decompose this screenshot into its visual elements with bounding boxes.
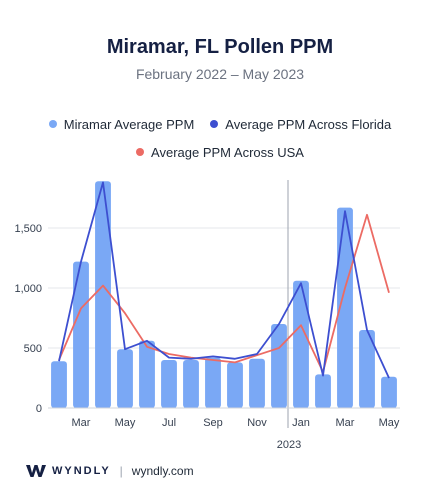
legend-label-miramar: Miramar Average PPM xyxy=(63,116,195,132)
bar-miramar xyxy=(73,261,89,408)
line-usa xyxy=(58,213,390,373)
x-tick-label: Nov xyxy=(247,417,267,429)
line-florida xyxy=(58,181,390,379)
bar-miramar xyxy=(293,280,309,408)
legend-item-florida[interactable]: Average PPM Across Florida xyxy=(210,117,391,132)
bar-miramar xyxy=(249,358,265,408)
chart-legend: Miramar Average PPM Average PPM Across F… xyxy=(0,114,440,170)
legend-swatch-usa xyxy=(136,148,145,156)
y-tick-label: 1,000 xyxy=(14,283,42,295)
bar-miramar xyxy=(95,181,111,408)
chart-title: Miramar, FL Pollen PPM xyxy=(106,36,334,58)
bar-miramar xyxy=(183,360,199,408)
legend-label-usa: Average PPM Across USA xyxy=(151,144,304,160)
x-tick-label: Mar xyxy=(72,417,91,429)
bar-miramar xyxy=(359,330,375,408)
x-tick-label: Mar xyxy=(336,417,355,429)
chart-subtitle: February 2022 – May 2023 xyxy=(135,66,305,82)
footer-separator: | xyxy=(119,464,123,478)
x-year-label: 2023 xyxy=(277,439,301,451)
y-tick-label: 500 xyxy=(24,343,42,355)
wyndly-logo-icon xyxy=(26,465,46,477)
legend-swatch-miramar xyxy=(48,120,57,128)
x-tick-label: Jan xyxy=(292,417,310,429)
y-tick-label: 1,500 xyxy=(14,223,42,235)
footer: WYNDLY | wyndly.com xyxy=(26,462,194,480)
y-tick-label: 0 xyxy=(36,403,42,415)
brand-name: WYNDLY xyxy=(52,465,111,477)
bar-miramar xyxy=(337,207,353,408)
legend-item-usa[interactable]: Average PPM Across USA xyxy=(136,145,304,160)
bar-miramar xyxy=(205,357,221,408)
bar-miramar xyxy=(227,362,243,408)
bar-miramar xyxy=(117,349,133,408)
footer-url[interactable]: wyndly.com xyxy=(131,464,194,478)
bar-miramar xyxy=(315,374,331,408)
x-tick-label: May xyxy=(115,417,136,429)
bar-miramar xyxy=(161,360,177,408)
x-tick-label: May xyxy=(379,417,400,429)
legend-item-miramar[interactable]: Miramar Average PPM xyxy=(48,116,195,132)
brand: WYNDLY xyxy=(26,464,111,478)
x-tick-label: Sep xyxy=(203,417,223,429)
legend-label-florida: Average PPM Across Florida xyxy=(225,116,392,132)
x-tick-label: Jul xyxy=(162,417,176,429)
bar-miramar xyxy=(139,340,155,408)
bar-miramar xyxy=(381,376,397,408)
bar-miramar xyxy=(271,324,287,408)
bar-miramar xyxy=(51,361,67,408)
legend-swatch-florida xyxy=(210,120,219,128)
